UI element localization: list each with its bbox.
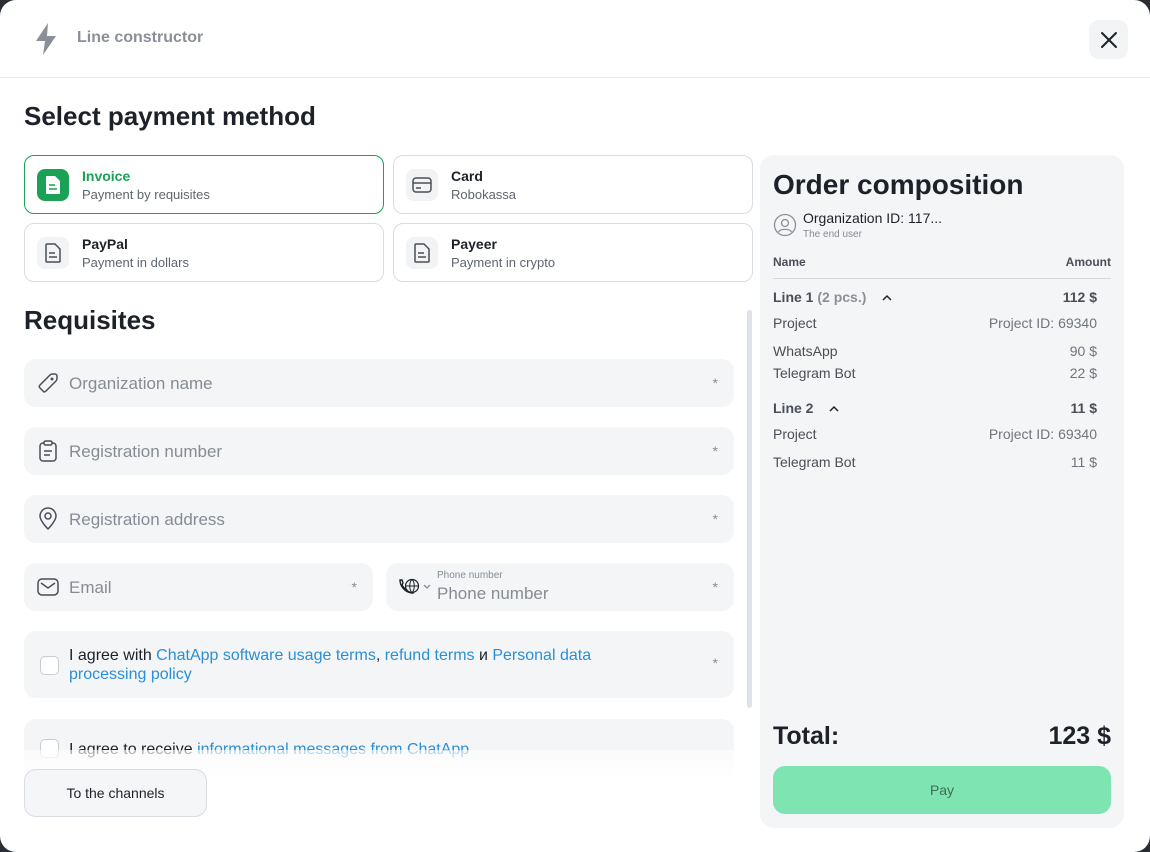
- item-value: 22 $: [1069, 365, 1097, 381]
- required-mark: *: [351, 579, 357, 595]
- requisites-heading: Requisites: [24, 305, 156, 335]
- item-value: Project ID: 69340: [988, 315, 1097, 331]
- privacy-policy-link[interactable]: Personal data processing policy: [69, 647, 592, 683]
- close-icon: [1100, 31, 1117, 48]
- payment-method-title: Invoice: [82, 168, 131, 184]
- email-placeholder: Email: [69, 578, 112, 597]
- payment-method-payeer[interactable]: Payeer Payment in crypto: [393, 223, 753, 282]
- total-value: 123 $: [1048, 722, 1111, 750]
- envelope-icon: [37, 578, 59, 596]
- line-label: Line 2: [773, 400, 814, 416]
- line-quantity: (2 pcs.): [817, 289, 867, 305]
- line-amount: 11 $: [1070, 400, 1097, 416]
- order-item: WhatsApp 90 $: [773, 343, 1097, 359]
- item-value: Project ID: 69340: [988, 426, 1097, 442]
- usage-terms-link[interactable]: ChatApp software usage terms: [156, 647, 376, 664]
- user-icon: [773, 213, 797, 237]
- item-value: 11 $: [1070, 454, 1097, 470]
- order-panel: Order composition Organization ID: 117..…: [760, 155, 1124, 828]
- clipboard-icon: [39, 440, 57, 462]
- divider: [773, 278, 1111, 279]
- header-title: Line constructor: [77, 29, 204, 46]
- registration-number-placeholder: Registration number: [69, 442, 223, 461]
- order-line-1[interactable]: Line 1 (2 pcs.) 112 $: [773, 289, 1097, 305]
- organization-name-input[interactable]: Organization name *: [24, 359, 734, 407]
- registration-address-input[interactable]: Registration address *: [24, 495, 734, 543]
- terms-agreement: I agree with ChatApp software usage term…: [24, 631, 734, 698]
- organization-name-placeholder: Organization name: [69, 374, 213, 393]
- document-icon: [37, 237, 69, 269]
- line-amount: 112 $: [1062, 289, 1097, 305]
- required-mark: *: [712, 375, 718, 391]
- order-item: Telegram Bot 11 $: [773, 454, 1097, 470]
- terms-checkbox[interactable]: [40, 656, 59, 675]
- order-title: Order composition: [773, 169, 1024, 200]
- item-name: WhatsApp: [773, 343, 838, 359]
- item-value: 90 $: [1069, 343, 1097, 359]
- item-name: Telegram Bot: [773, 365, 856, 381]
- phone-number-input[interactable]: Phone number Phone number *: [386, 563, 734, 611]
- pay-button[interactable]: Pay: [773, 766, 1111, 814]
- scrollbar[interactable]: [747, 310, 752, 708]
- phone-number-label: Phone number: [437, 570, 503, 581]
- terms-prefix: I agree with: [69, 647, 157, 664]
- terms-separator: ,: [375, 647, 385, 664]
- order-item: Project Project ID: 69340: [773, 315, 1097, 331]
- required-mark: *: [712, 511, 718, 527]
- registration-address-placeholder: Registration address: [69, 510, 225, 529]
- to-the-channels-button[interactable]: To the channels: [24, 769, 207, 817]
- organization-id: Organization ID: 117...: [803, 210, 943, 226]
- phone-globe-icon[interactable]: [397, 578, 433, 596]
- refund-terms-link[interactable]: refund terms: [384, 647, 475, 664]
- terms-separator: и: [474, 647, 493, 664]
- card-icon: [406, 169, 438, 201]
- payment-method-title: Payeer: [451, 236, 497, 252]
- order-item: Telegram Bot 22 $: [773, 365, 1097, 381]
- modal-header: Line constructor: [0, 0, 1150, 78]
- payment-method-heading: Select payment method: [24, 101, 316, 131]
- payment-method-subtitle: Payment by requisites: [82, 187, 210, 202]
- item-name: Project: [773, 315, 817, 331]
- order-line-2[interactable]: Line 2 11 $: [773, 400, 1097, 416]
- payment-method-subtitle: Payment in crypto: [451, 255, 556, 270]
- payment-method-paypal[interactable]: PayPal Payment in dollars: [24, 223, 384, 282]
- registration-number-input[interactable]: Registration number *: [24, 427, 734, 475]
- chevron-up-icon: [829, 406, 839, 412]
- location-pin-icon: [39, 507, 57, 531]
- tag-icon: [38, 373, 58, 393]
- end-user-label: The end user: [803, 229, 862, 240]
- item-name: Project: [773, 426, 817, 442]
- required-mark: *: [712, 443, 718, 459]
- close-button[interactable]: [1089, 20, 1128, 59]
- order-item: Project Project ID: 69340: [773, 426, 1097, 442]
- phone-number-placeholder: Phone number: [437, 584, 549, 603]
- column-amount-header: Amount: [1065, 255, 1111, 269]
- lightning-icon: [36, 23, 56, 55]
- payment-method-card[interactable]: Card Robokassa: [393, 155, 753, 214]
- payment-method-invoice[interactable]: Invoice Payment by requisites: [24, 155, 384, 214]
- line-label: Line 1: [773, 289, 814, 305]
- required-mark: *: [712, 655, 718, 671]
- email-input[interactable]: Email *: [24, 563, 373, 611]
- item-name: Telegram Bot: [773, 454, 856, 470]
- terms-text: I agree with ChatApp software usage term…: [69, 646, 649, 684]
- document-icon: [406, 237, 438, 269]
- document-icon: [37, 169, 69, 201]
- payment-method-subtitle: Payment in dollars: [82, 255, 189, 270]
- column-name-header: Name: [773, 255, 806, 269]
- chevron-up-icon: [882, 295, 892, 301]
- payment-method-subtitle: Robokassa: [451, 187, 517, 202]
- payment-method-title: PayPal: [82, 236, 128, 252]
- total-label: Total:: [773, 722, 840, 750]
- payment-method-title: Card: [451, 168, 483, 184]
- required-mark: *: [712, 579, 718, 595]
